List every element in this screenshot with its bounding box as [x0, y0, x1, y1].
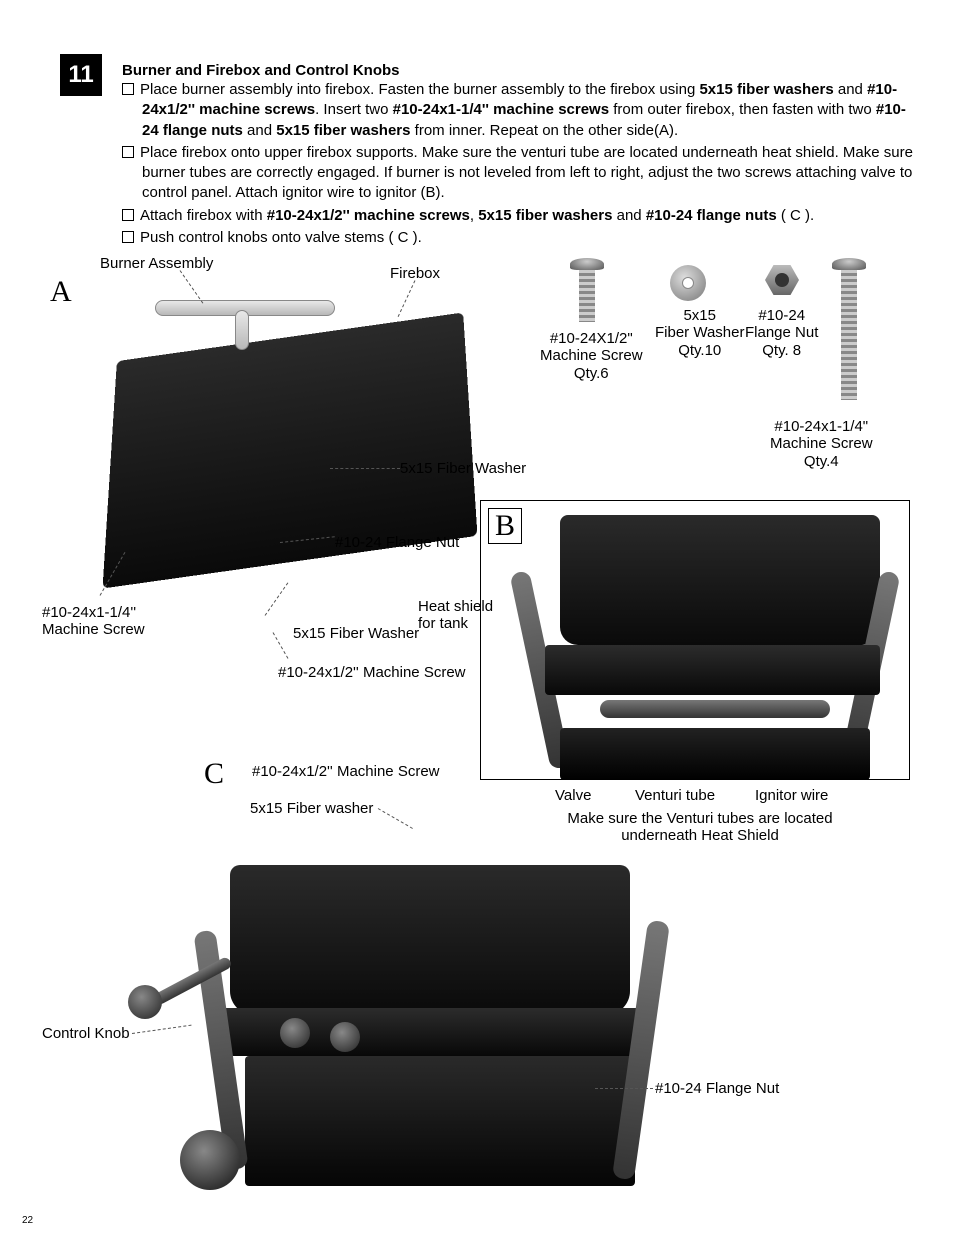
- instruction-3: Attach firebox with #10-24x1/2'' machine…: [122, 206, 922, 226]
- label-ignitor: Ignitor wire: [755, 787, 828, 804]
- label-hw-screw-half: #10-24X1/2"Machine ScrewQty.6: [540, 330, 643, 382]
- label-screw-half-c: #10-24x1/2'' Machine Screw: [252, 763, 440, 780]
- label-screw-long-a: #10-24x1-1/4'' Machine Screw: [42, 604, 145, 639]
- label-fiber-washer-a: 5x15 Fiber Washer: [400, 460, 526, 477]
- firebox-diagram-c: [230, 865, 630, 1015]
- label-flange-nut-a: #10-24 Flange Nut: [335, 534, 459, 551]
- control-knob-right: [330, 1022, 360, 1052]
- label-fiber-washer-c: 5x15 Fiber washer: [250, 800, 373, 817]
- label-venturi-note: Make sure the Venturi tubes are located …: [555, 810, 845, 845]
- control-knob-left: [280, 1018, 310, 1048]
- checkbox-icon: [122, 146, 134, 158]
- control-knob-detached: [128, 985, 162, 1019]
- label-screw-half-a: #10-24x1/2'' Machine Screw: [278, 664, 466, 681]
- diagram-letter-a: A: [50, 275, 72, 309]
- instruction-1: Place burner assembly into firebox. Fast…: [122, 80, 922, 141]
- diagram-letter-c: C: [204, 757, 224, 791]
- hardware-nut: [765, 265, 799, 295]
- hardware-washer: [670, 265, 706, 301]
- screw-head-icon: [570, 258, 604, 270]
- callout-line: [595, 1088, 653, 1089]
- label-hw-screw-long: #10-24x1-1/4"Machine ScrewQty.4: [770, 418, 873, 470]
- label-flange-nut-c: #10-24 Flange Nut: [655, 1080, 779, 1097]
- label-burner-assembly: Burner Assembly: [100, 255, 213, 272]
- label-hw-washer: 5x15Fiber WasherQty.10: [655, 307, 744, 359]
- page-number: 22: [22, 1215, 33, 1226]
- callout-line: [132, 1025, 192, 1034]
- control-panel-b: [545, 645, 880, 695]
- checkbox-icon: [122, 83, 134, 95]
- checkbox-icon: [122, 231, 134, 243]
- venturi-tube-shape: [600, 700, 830, 718]
- callout-line: [273, 632, 289, 658]
- callout-line: [378, 808, 413, 829]
- label-venturi: Venturi tube: [635, 787, 715, 804]
- callout-line: [180, 270, 204, 303]
- instruction-4: Push control knobs onto valve stems ( C …: [122, 228, 922, 248]
- burner-stem-icon: [235, 310, 249, 350]
- label-control-knob: Control Knob: [42, 1025, 130, 1042]
- callout-line: [265, 582, 289, 615]
- lower-panel-c: [245, 1056, 635, 1186]
- label-hw-nut: #10-24Flange NutQty. 8: [745, 307, 818, 359]
- callout-line: [398, 280, 416, 317]
- firebox-diagram-b: [560, 515, 880, 645]
- instruction-2: Place firebox onto upper firebox support…: [122, 143, 922, 204]
- screw-shaft-icon: [841, 270, 857, 400]
- nut-icon: [765, 265, 799, 295]
- step-heading: Burner and Firebox and Control Knobs: [122, 62, 400, 79]
- washer-icon: [670, 265, 706, 301]
- lower-panel-b: [560, 728, 870, 780]
- label-valve: Valve: [555, 787, 591, 804]
- instructions-block: Place burner assembly into firebox. Fast…: [122, 80, 922, 250]
- hardware-screw-half: [570, 258, 604, 322]
- screw-shaft-icon: [579, 270, 595, 322]
- hardware-screw-long: [832, 258, 866, 400]
- callout-line: [330, 468, 400, 469]
- screw-head-icon: [832, 258, 866, 270]
- step-number-badge: 11: [60, 54, 102, 96]
- wheel-icon: [180, 1130, 240, 1190]
- checkbox-icon: [122, 209, 134, 221]
- label-fiber-washer-a2: 5x15 Fiber Washer: [293, 625, 419, 642]
